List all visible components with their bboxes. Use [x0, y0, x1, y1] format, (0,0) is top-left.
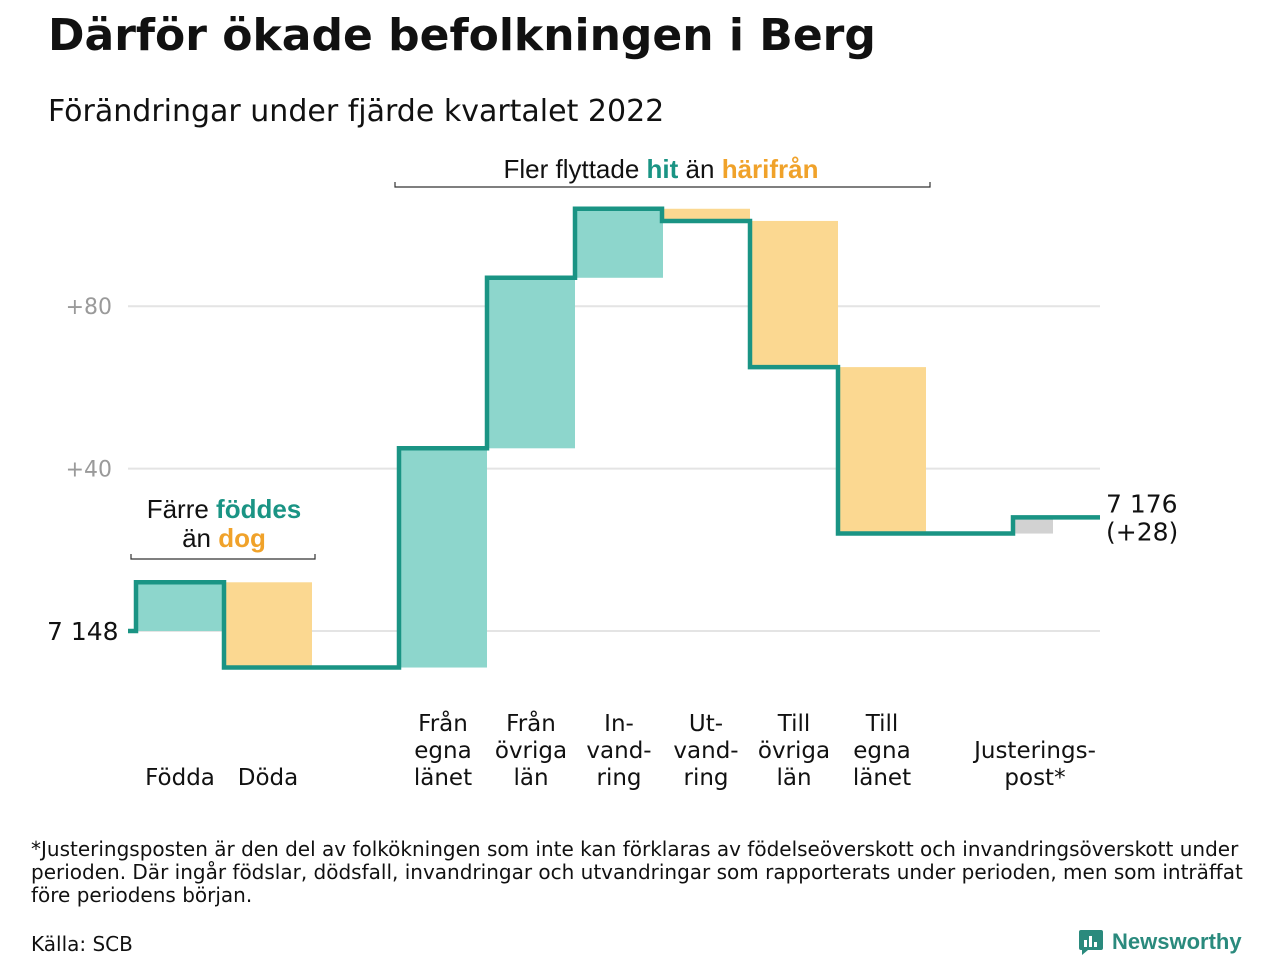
- category-label-till_ovriga: Till: [777, 711, 811, 737]
- chart-title: Därför ökade befolkningen i Berg: [48, 10, 876, 61]
- bar-justering: [1013, 517, 1053, 534]
- category-label-till_egna: egna: [853, 738, 910, 764]
- annotation-birth: än dog: [182, 523, 266, 553]
- bar-utvandring: [662, 208, 750, 221]
- category-label-invandring: vand-: [586, 738, 651, 764]
- annotation-migration: Fler flyttade hit än härifrån: [503, 154, 818, 184]
- category-label-invandring: In-: [604, 711, 634, 737]
- category-label-fodda: Födda: [145, 765, 215, 791]
- start-value-label: 7 148: [47, 617, 119, 646]
- brand-name: Newsworthy: [1112, 929, 1242, 954]
- newsworthy-logo-icon: [1079, 930, 1103, 955]
- category-label-utvandring: vand-: [673, 738, 738, 764]
- annotation-bracket: [130, 554, 316, 560]
- category-labels: Födda DödaFrånegnalänetFrånövrigalänIn-va…: [145, 709, 1096, 791]
- y-axis-ticks: +80 +40: [66, 295, 112, 482]
- y-tick-label: +40: [66, 458, 112, 483]
- category-label-justering: post*: [1004, 765, 1065, 791]
- end-value-label: 7 176: [1106, 489, 1178, 518]
- category-label-fran_ovriga: Från: [506, 709, 556, 737]
- category-label-fran_egna: Från: [418, 709, 468, 737]
- category-label-till_egna: Till: [865, 711, 899, 737]
- category-label-justering: Justerings-: [972, 738, 1096, 764]
- edge-labels: 7 148 7 176(+28): [47, 489, 1178, 646]
- category-label-fran_egna: egna: [414, 738, 471, 764]
- cumulative-line: [128, 206, 1100, 670]
- bar-doda: [224, 582, 312, 668]
- bar-till_egna: [838, 367, 926, 534]
- bar-fran_egna: [399, 448, 487, 668]
- footnote: *Justeringsposten är den del av folkökni…: [31, 837, 1243, 907]
- end-change-label: (+28): [1106, 517, 1178, 546]
- category-label-utvandring: Ut-: [689, 711, 723, 737]
- category-label-doda: Döda: [238, 765, 298, 791]
- cumulative-step-line: [128, 206, 1100, 670]
- category-label-fran_egna: länet: [414, 765, 472, 791]
- bar-fran_ovriga: [487, 277, 575, 449]
- category-label-invandring: ring: [596, 765, 641, 791]
- bars: [136, 208, 1053, 668]
- annotation-birth: Färre föddes: [147, 494, 302, 524]
- category-label-utvandring: ring: [683, 765, 728, 791]
- bar-invandring: [575, 208, 663, 278]
- annotation-bracket: [394, 182, 931, 188]
- bar-fodda: [136, 582, 224, 631]
- y-tick-label: +80: [66, 295, 112, 320]
- source-note: Källa: SCB: [31, 932, 133, 956]
- category-label-till_ovriga: övriga: [758, 738, 830, 764]
- brand-logo[interactable]: Newsworthy: [1078, 928, 1242, 956]
- bar-till_ovriga: [750, 220, 838, 368]
- category-label-fran_ovriga: län: [513, 765, 548, 791]
- chart-subtitle: Förändringar under fjärde kvartalet 2022: [48, 94, 665, 129]
- category-label-till_egna: länet: [853, 765, 911, 791]
- category-label-fran_ovriga: övriga: [495, 738, 567, 764]
- category-label-till_ovriga: län: [776, 765, 811, 791]
